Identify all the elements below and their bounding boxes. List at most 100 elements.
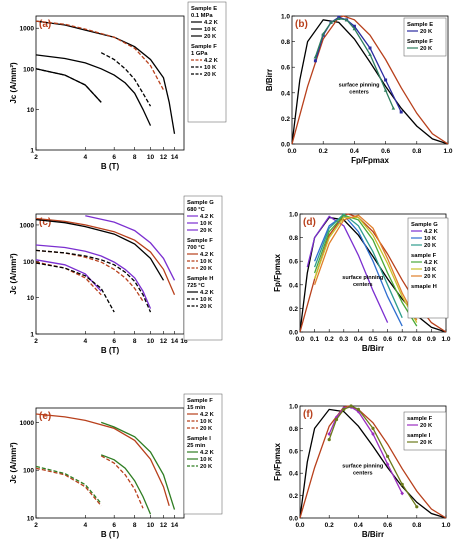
data-point [384, 78, 388, 82]
legend-entry-label: 4.2 K [200, 412, 215, 418]
data-point [334, 417, 339, 422]
data-point [313, 55, 318, 59]
series-line [100, 421, 176, 510]
y-tick-label: 0.8 [289, 235, 298, 242]
annotation-surface-pinning: centers [353, 282, 373, 288]
x-tick-label: 0.8 [412, 148, 421, 155]
panel-label: (e) [39, 411, 51, 422]
series-line [291, 15, 449, 145]
series-line [35, 467, 102, 507]
x-tick-label: 0.5 [368, 336, 377, 343]
legend-entry-label: 4.2 K [204, 58, 219, 64]
y-axis-label: Fp/Fpmax [273, 443, 282, 481]
x-tick-label: 8 [133, 338, 137, 345]
legend-entry-label: 10 K [200, 221, 213, 227]
legend-group-subtitle: 725 °C [187, 283, 206, 289]
x-tick-label: 4 [84, 338, 88, 345]
plot-frame [35, 15, 185, 151]
x-tick-label: 0.0 [295, 336, 304, 343]
legend-group-title: Sample I [187, 436, 211, 442]
legend-entry-label: 20 K [420, 423, 433, 429]
y-axis-label: Jc (A/mm²) [9, 442, 18, 484]
plot-frame [35, 213, 185, 335]
y-tick-label: 1000 [20, 420, 35, 427]
x-tick-label: 1.0 [441, 522, 450, 529]
legend-entry-label: 4.2 K [424, 229, 439, 235]
series-line [35, 249, 144, 302]
legend-entry-label: 10 K [200, 297, 213, 303]
x-tick-label: 1.0 [441, 336, 450, 343]
data-point [344, 18, 349, 22]
x-tick-label: 10 [147, 154, 155, 161]
data-point [386, 454, 390, 458]
legend-group-title: smaple H [411, 284, 437, 290]
x-tick-label: 2 [34, 154, 38, 161]
legend-entry-label: 20 K [200, 266, 213, 272]
plot-frame [291, 15, 449, 145]
legend-entry-label: 20 K [200, 464, 213, 470]
data-point [371, 426, 375, 430]
legend-entry-label: 10 K [204, 65, 217, 71]
y-tick-label: 0.0 [281, 142, 290, 149]
annotation-surface-pinning: centers [349, 89, 369, 95]
legend-entry-label: 4.2 K [204, 20, 219, 26]
x-tick-label: 0.6 [383, 336, 392, 343]
chart-panel-b: 0.0 0.2 0.4 0.6 0.8 1.0 0.0 0.2 0.4 0.6 0.8 1.0 (b) F… [265, 14, 453, 166]
panel-label: (f) [303, 409, 313, 420]
data-point [415, 505, 419, 509]
legend-entry-label: 10 K [424, 267, 437, 273]
legend-box [403, 17, 447, 57]
y-tick-label: 0.4 [289, 471, 298, 478]
x-tick-label: 10 [147, 338, 155, 345]
legend-entry-label: 10 K [200, 457, 213, 463]
data-point [371, 432, 375, 436]
y-tick-label: 0.4 [281, 90, 290, 97]
y-tick-label: 10 [27, 516, 35, 523]
x-tick-label: 2 [34, 338, 38, 345]
legend-group-title: Sample F [407, 39, 433, 45]
series-line [299, 408, 447, 519]
series-line [299, 405, 447, 519]
x-tick-label: 0.4 [354, 522, 363, 529]
series-line [313, 213, 403, 319]
legend-entry-label: 20 K [424, 243, 437, 249]
x-tick-label: 0.3 [339, 336, 348, 343]
data-point [356, 407, 360, 411]
data-point [337, 16, 341, 21]
x-axis-label: Fp/Fpmax [351, 156, 389, 165]
annotation-surface-pinning: centers [353, 471, 373, 477]
y-tick-label: 0.8 [281, 39, 290, 46]
series-line [306, 215, 389, 323]
x-tick-label: 0.8 [412, 336, 421, 343]
data-point [400, 491, 404, 496]
x-tick-label: 0.2 [325, 336, 334, 343]
legend-entry-label: 20 K [204, 72, 217, 78]
chart-panel-f: 0.0 0.2 0.4 0.6 0.8 1.0 0.0 0.2 0.4 0.6 0.8 1.0 (f) B… [273, 404, 451, 540]
legend-group-title: Sample F [191, 44, 217, 50]
legend-box [183, 195, 223, 341]
series-line [100, 455, 144, 509]
x-tick-label: 0.4 [354, 336, 363, 343]
legend-group-title: Sample F [187, 238, 213, 244]
x-tick-label: 12 [160, 338, 168, 345]
series-line [35, 217, 176, 296]
y-axis-label: Jc (A/mm²) [9, 62, 18, 104]
legend-group-title: Sample E [407, 22, 433, 28]
y-tick-label: 0.0 [289, 330, 298, 337]
data-point [342, 407, 346, 411]
x-tick-label: 0.0 [295, 522, 304, 529]
x-tick-label: 8 [133, 522, 137, 529]
x-tick-label: 6 [112, 338, 116, 345]
legend-group-title: Sample H [187, 276, 213, 282]
data-point [368, 52, 372, 56]
legend-box [403, 411, 447, 451]
annotation-surface-pinning: surface pinning [342, 464, 383, 470]
y-tick-label: 0.6 [289, 259, 298, 266]
legend-group-subtitle: 25 min [187, 443, 206, 449]
series-line [85, 215, 176, 281]
x-tick-label: 10 [147, 522, 155, 529]
data-point [383, 88, 388, 92]
legend-entry-label: 20 K [424, 274, 437, 280]
x-tick-label: 0.8 [412, 522, 421, 529]
